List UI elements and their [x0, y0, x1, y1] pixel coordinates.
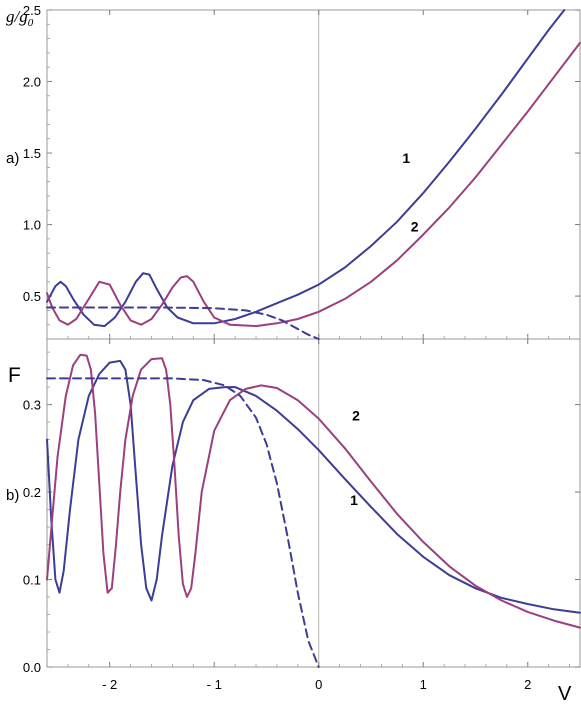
panel-a-ytick-label: 1.0 [23, 218, 41, 233]
panel-b-series-curve-2 [46, 353, 581, 629]
panel-a-series [46, 9, 581, 340]
x-tick-label: 0 [315, 677, 322, 692]
panel-b-series-dashed-curve [46, 377, 320, 668]
panel-a-annotations: 12 [402, 150, 418, 235]
x-tick-label: - 1 [207, 677, 222, 692]
panel-a-series-dashed-curve [46, 306, 320, 340]
panel-b-curve-label: 1 [350, 492, 358, 508]
x-tick-label: - 2 [102, 677, 117, 692]
x-axis-label: V [558, 683, 572, 705]
panel-b-curve-label: 2 [352, 407, 360, 423]
panel-b-series [46, 353, 581, 668]
panel-a-series-curve-2 [46, 41, 581, 328]
panel-a-ytick-label: 0.5 [23, 289, 41, 304]
panel-a-curve-label: 2 [411, 219, 419, 235]
panel-b-label: b) [6, 487, 19, 504]
panel-b-ylabel: F [8, 364, 21, 387]
chart-frames [46, 9, 581, 668]
panel-a-ytick-label: 2.0 [23, 75, 41, 90]
panel-a-curve-label: 1 [402, 150, 410, 166]
panel-a-ticks: 0.5 1.0 1.5 2.0 2.5 [23, 3, 580, 340]
panel-a-ytick-label: 1.5 [23, 146, 41, 161]
panel-b-ytick-label: 0.0 [23, 660, 41, 675]
panel-a-ylabel-main: g/g [6, 7, 28, 26]
panel-b-series-curve-1 [46, 359, 581, 614]
panel-a-ytick-label: 2.5 [23, 3, 41, 18]
panel-b-annotations: 21 [350, 407, 360, 508]
panel-b-ytick-label: 0.1 [23, 573, 41, 588]
panel-b-frame [46, 338, 581, 668]
panel-a-frame [46, 9, 581, 340]
panel-b-ytick-label: 0.2 [23, 485, 41, 500]
panel-a-label: a) [6, 150, 19, 167]
panel-a-ylabel: g/g0 [6, 7, 34, 29]
panel-b-ticks: 0.0 0.1 0.2 0.3 - 2 - 1 0 1 2 [23, 339, 580, 692]
panel-b-ytick-label: 0.3 [23, 398, 41, 413]
panel-a-series-curve-1 [46, 9, 566, 328]
x-tick-label: 1 [420, 677, 427, 692]
panel-a-ylabel-sub: 0 [28, 17, 34, 29]
x-tick-label: 2 [524, 677, 531, 692]
